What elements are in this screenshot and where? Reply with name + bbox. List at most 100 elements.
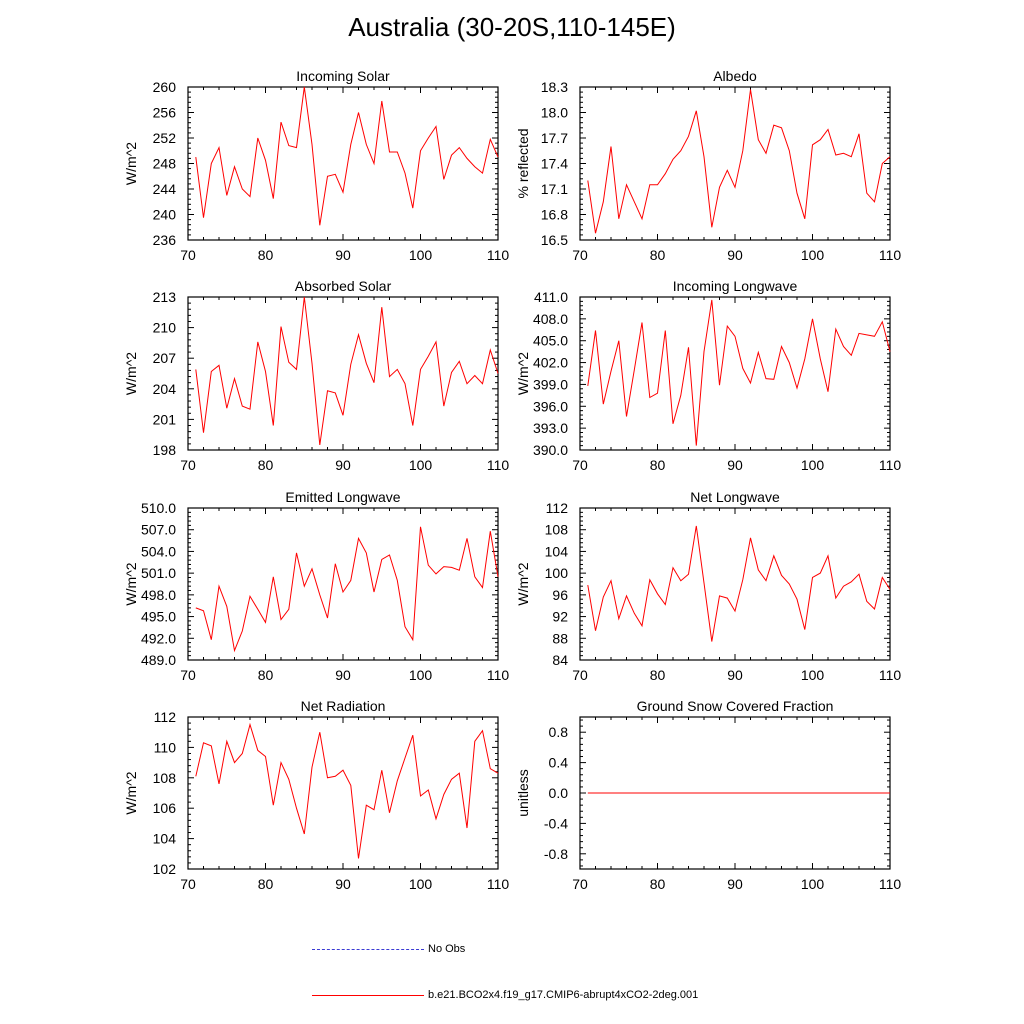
y-tick-label: 396.0 <box>533 398 568 414</box>
x-tick-label: 70 <box>572 247 588 263</box>
y-tick-label: 112 <box>154 709 177 725</box>
panel-incoming-longwave: Incoming Longwave W/m^2 70 80 90 100 110 390.0 3… <box>515 278 901 473</box>
x-tick-label: 80 <box>258 876 274 892</box>
y-tick-label: 207 <box>153 350 177 366</box>
y-tick-label: 244 <box>153 181 177 197</box>
y-tick-label: -0.4 <box>544 815 568 831</box>
y-tick-label: 102 <box>153 861 177 877</box>
panel-incoming-solar: Incoming Solar W/m^2 70 80 90 100 110 236 240 244… <box>123 68 509 263</box>
x-tick-label: 80 <box>650 876 666 892</box>
x-tick-label: 90 <box>727 247 743 263</box>
panel-title: Absorbed Solar <box>295 278 392 294</box>
x-tick-label: 100 <box>409 247 433 263</box>
x-tick-label: 110 <box>487 247 510 263</box>
x-tick-label: 90 <box>335 667 351 683</box>
series-line <box>195 526 499 653</box>
x-tick-label: 80 <box>258 247 274 263</box>
y-tick-label: 16.8 <box>541 207 568 223</box>
x-tick-label: 90 <box>727 876 743 892</box>
y-tick-label: 402.0 <box>533 355 568 371</box>
y-tick-label: 495.0 <box>141 609 176 625</box>
x-tick-label: 70 <box>180 667 196 683</box>
y-tick-label: 507.0 <box>141 522 176 538</box>
y-tick-label: 17.1 <box>541 181 568 197</box>
x-tick-label: 100 <box>409 457 433 473</box>
plot-frame <box>579 507 891 661</box>
y-tick-label: 399.0 <box>533 376 568 392</box>
y-tick-label: -0.8 <box>544 846 568 862</box>
y-tick-label: 408.0 <box>533 311 568 327</box>
y-tick-label: 498.0 <box>141 587 176 603</box>
y-axis-label: W/m^2 <box>123 352 139 395</box>
x-tick-label: 90 <box>335 876 351 892</box>
panel-title: Net Longwave <box>690 489 780 505</box>
panel-emitted-longwave: Emitted Longwave W/m^2 70 80 90 100 110 489.0 49… <box>123 489 509 683</box>
x-tick-label: 80 <box>258 667 274 683</box>
panel-title: Incoming Solar <box>296 68 390 84</box>
series-line <box>195 296 499 445</box>
y-tick-label: 0.8 <box>549 724 569 740</box>
panel-ground-snow-covered-fraction: Ground Snow Covered Fraction unitless 70 80… <box>515 698 901 892</box>
x-tick-label: 90 <box>727 667 743 683</box>
y-axis-label: unitless <box>515 769 531 816</box>
series-line <box>587 299 891 446</box>
panel-absorbed-solar: Absorbed Solar W/m^2 70 80 90 100 110 198 201 204… <box>123 278 509 473</box>
plot-frame <box>579 86 891 241</box>
y-tick-label: 88 <box>552 630 568 646</box>
panel-title: Emitted Longwave <box>285 489 400 505</box>
y-tick-label: 18.0 <box>541 105 568 121</box>
plot-frame <box>187 507 499 661</box>
y-tick-label: 92 <box>552 609 568 625</box>
x-tick-label: 100 <box>801 457 825 473</box>
panel-title: Incoming Longwave <box>673 278 798 294</box>
y-tick-label: 504.0 <box>141 543 176 559</box>
y-tick-label: 84 <box>552 652 568 668</box>
series-line <box>587 525 891 642</box>
y-tick-label: 96 <box>552 587 568 603</box>
y-tick-label: 104 <box>545 543 569 559</box>
y-tick-label: 252 <box>153 130 177 146</box>
x-tick-label: 100 <box>801 667 825 683</box>
y-axis-label: W/m^2 <box>123 142 139 185</box>
y-tick-label: 236 <box>153 232 177 248</box>
x-tick-label: 90 <box>335 247 351 263</box>
panel-net-longwave: Net Longwave W/m^2 70 80 90 100 110 84 88 92 96 100… <box>515 489 901 683</box>
x-tick-label: 110 <box>879 247 902 263</box>
y-tick-label: 201 <box>153 411 177 427</box>
x-tick-label: 100 <box>409 876 433 892</box>
legend-model-line <box>312 994 424 996</box>
x-tick-label: 100 <box>801 247 825 263</box>
y-tick-label: 17.7 <box>541 130 568 146</box>
legend-obs: No Obs <box>312 943 465 955</box>
x-tick-label: 70 <box>572 457 588 473</box>
plot-frame <box>187 716 499 870</box>
y-tick-label: 104 <box>153 831 177 847</box>
y-tick-label: 489.0 <box>141 652 176 668</box>
x-tick-label: 70 <box>572 876 588 892</box>
y-axis-label: W/m^2 <box>123 562 139 605</box>
y-tick-label: 248 <box>153 156 177 172</box>
series-line <box>195 86 499 226</box>
y-tick-label: 210 <box>153 320 177 336</box>
plot-frame <box>579 296 891 451</box>
x-tick-label: 110 <box>879 457 902 473</box>
panel-net-radiation: Net Radiation W/m^2 70 80 90 100 110 102 104 106 1… <box>123 698 509 892</box>
y-tick-label: 390.0 <box>533 442 568 458</box>
y-tick-label: 106 <box>153 800 177 816</box>
x-tick-label: 70 <box>180 247 196 263</box>
legend-model: b.e21.BCO2x4.f19_g17.CMIP6-abrupt4xCO2-2… <box>312 989 698 1001</box>
y-tick-label: 198 <box>153 442 177 458</box>
x-tick-label: 70 <box>572 667 588 683</box>
plot-frame <box>187 86 499 241</box>
y-tick-label: 108 <box>153 770 177 786</box>
legend-model-label: b.e21.BCO2x4.f19_g17.CMIP6-abrupt4xCO2-2… <box>428 989 699 1001</box>
x-tick-label: 80 <box>650 457 666 473</box>
x-tick-label: 110 <box>879 876 902 892</box>
y-tick-label: 0.0 <box>549 785 569 801</box>
y-tick-label: 405.0 <box>533 333 568 349</box>
y-tick-label: 256 <box>153 105 177 121</box>
panel-title: Ground Snow Covered Fraction <box>637 698 834 714</box>
x-tick-label: 70 <box>180 457 196 473</box>
x-tick-label: 100 <box>409 667 433 683</box>
